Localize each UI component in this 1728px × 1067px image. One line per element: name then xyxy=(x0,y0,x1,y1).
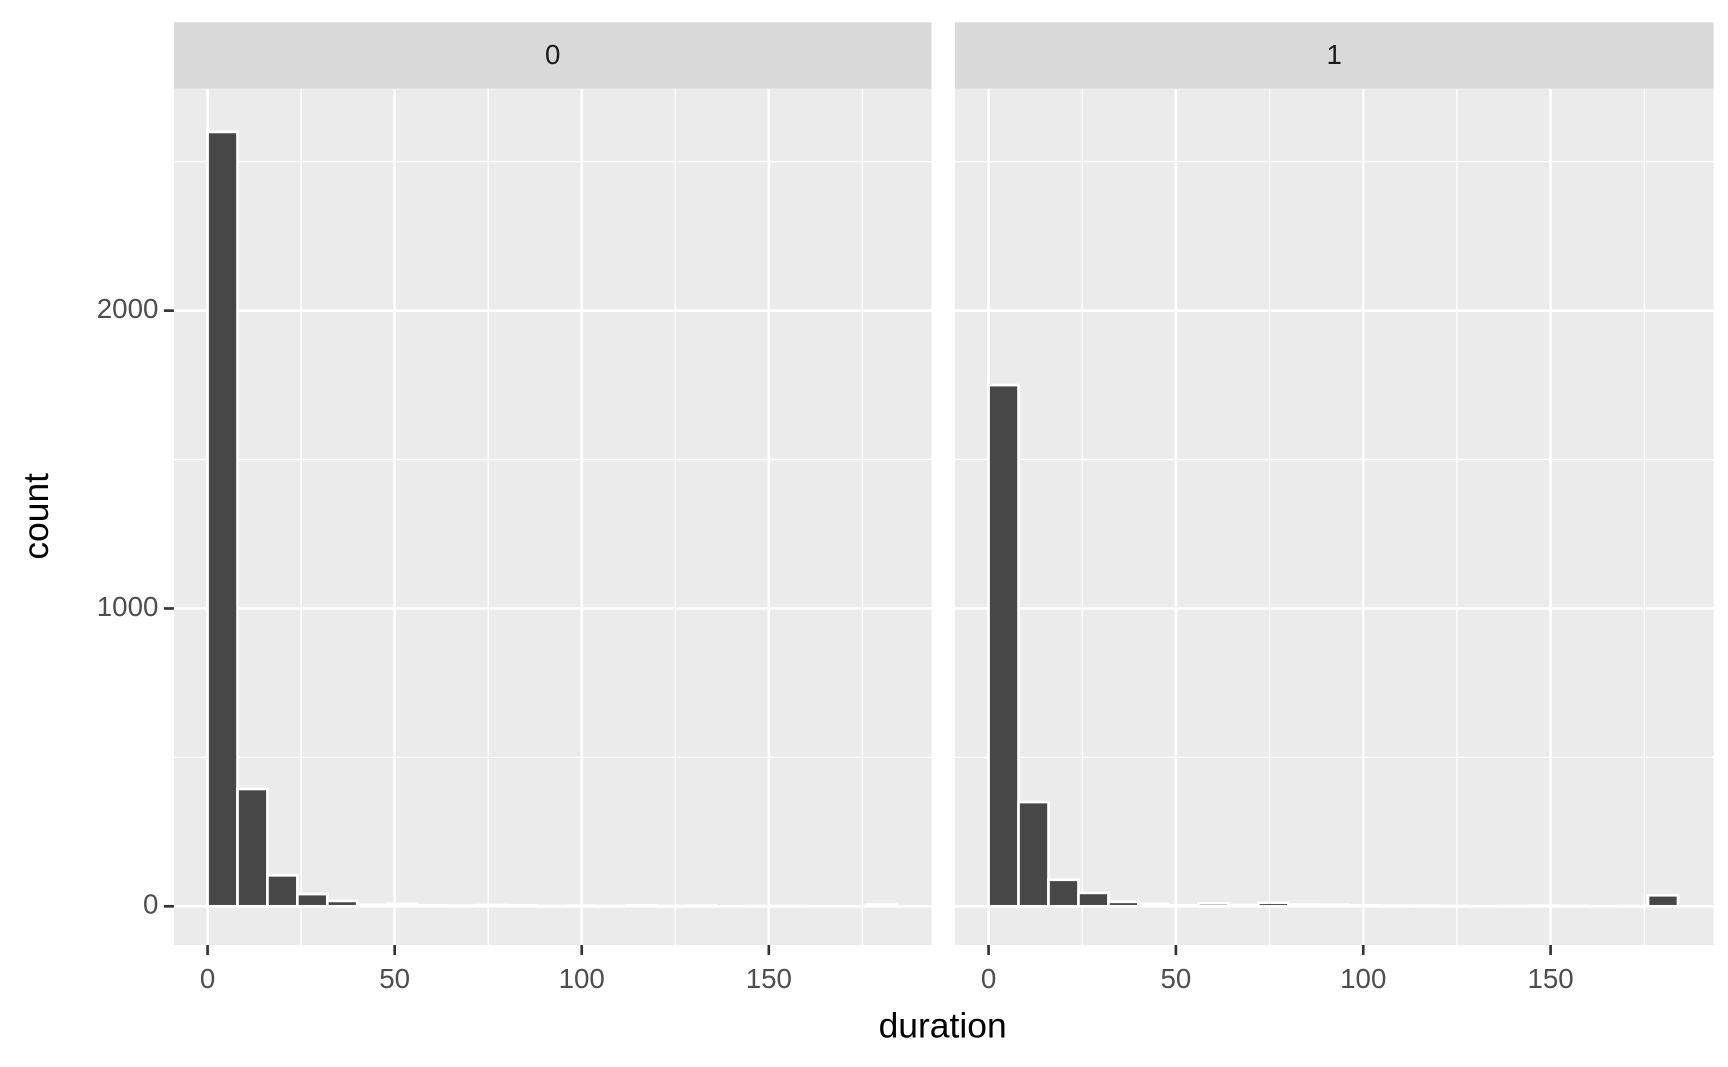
panel-background xyxy=(954,88,1714,946)
histogram-bar xyxy=(325,899,359,908)
histogram-bar xyxy=(1346,904,1380,908)
histogram-bar xyxy=(385,902,419,908)
histogram-bar xyxy=(1227,903,1260,908)
histogram-bar xyxy=(355,903,389,908)
y-tick-label: 0 xyxy=(143,889,158,920)
histogram-bar xyxy=(1167,904,1200,908)
histogram-bar xyxy=(987,383,1020,908)
histogram-bar xyxy=(1376,904,1410,908)
histogram-bar xyxy=(1316,903,1350,908)
histogram-bar xyxy=(206,130,239,908)
histogram-bar xyxy=(1197,901,1230,908)
y-tick-label: 2000 xyxy=(97,293,159,324)
histogram-bar xyxy=(685,904,718,908)
histogram-bar xyxy=(1406,904,1440,908)
histogram-bar xyxy=(1107,900,1140,908)
strip-background xyxy=(173,22,932,89)
x-tick-label: 100 xyxy=(559,963,605,994)
histogram-bar xyxy=(864,903,898,908)
histogram-bar xyxy=(565,904,599,908)
x-tick-label: 50 xyxy=(1160,963,1191,994)
x-tick-label: 150 xyxy=(746,963,792,994)
histogram-bar xyxy=(1137,902,1170,908)
x-axis-title: duration xyxy=(879,1005,1007,1045)
y-tick-label: 1000 xyxy=(97,591,159,622)
x-tick-label: 150 xyxy=(1528,963,1574,994)
y-axis-title: count xyxy=(16,473,56,560)
x-tick-label: 50 xyxy=(379,963,410,994)
histogram-bar xyxy=(625,904,658,908)
histogram-bar xyxy=(505,904,539,908)
strip-label: 1 xyxy=(1327,39,1342,70)
histogram-bar xyxy=(1257,901,1290,908)
histogram-bar xyxy=(266,873,299,908)
histogram-bar xyxy=(445,904,479,908)
histogram-bar xyxy=(296,892,329,908)
histogram-bar xyxy=(236,787,269,908)
histogram-bar xyxy=(415,904,449,908)
histogram-bar xyxy=(475,903,509,908)
histogram-bar xyxy=(1526,904,1560,908)
strip-label: 0 xyxy=(545,39,560,70)
histogram-bar xyxy=(1286,903,1320,908)
x-tick-label: 0 xyxy=(200,963,215,994)
histogram-bar xyxy=(1077,891,1110,908)
panel-background xyxy=(173,88,932,946)
strip-background xyxy=(954,22,1714,89)
x-tick-label: 100 xyxy=(1340,963,1386,994)
histogram-bar xyxy=(1047,878,1080,908)
histogram-bar xyxy=(1646,893,1680,908)
histogram-bar xyxy=(1017,800,1050,908)
x-tick-label: 0 xyxy=(981,963,996,994)
